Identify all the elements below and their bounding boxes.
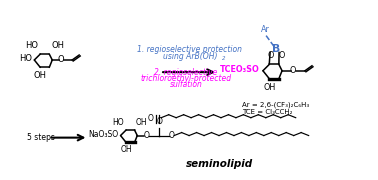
Text: OH: OH	[120, 145, 132, 154]
Text: O: O	[143, 131, 149, 140]
Text: seminolipid: seminolipid	[186, 159, 253, 169]
Text: trichloroethyl-protected: trichloroethyl-protected	[141, 74, 232, 83]
Text: sulfation: sulfation	[170, 80, 203, 89]
Text: HO: HO	[113, 118, 124, 127]
Text: TCEO₃SO: TCEO₃SO	[220, 65, 260, 74]
Text: using ArB(OH): using ArB(OH)	[163, 52, 217, 61]
Text: O: O	[147, 114, 153, 123]
Text: Ar = 2,6-(CF₃)₂C₆H₃: Ar = 2,6-(CF₃)₂C₆H₃	[242, 102, 309, 108]
Text: O: O	[290, 66, 296, 75]
Text: O: O	[267, 51, 274, 60]
Text: HO: HO	[19, 55, 33, 64]
Text: OH: OH	[34, 71, 47, 80]
Text: OH: OH	[135, 118, 147, 127]
Text: O: O	[168, 131, 174, 140]
Text: 2: 2	[222, 56, 225, 61]
Text: NaO₃SO: NaO₃SO	[88, 130, 119, 139]
Text: O: O	[279, 51, 285, 60]
Text: B: B	[272, 44, 280, 53]
Text: OH: OH	[263, 83, 276, 92]
Text: TCE = Cl₃CCH₂: TCE = Cl₃CCH₂	[242, 109, 292, 115]
Text: 2. regioselective: 2. regioselective	[154, 68, 218, 77]
Text: Ar: Ar	[261, 25, 270, 34]
Text: O: O	[58, 55, 65, 64]
Text: 5 steps: 5 steps	[26, 133, 54, 142]
Text: HO: HO	[25, 41, 38, 50]
Text: OH: OH	[51, 41, 64, 50]
Text: 1. regioselective protection: 1. regioselective protection	[138, 45, 243, 54]
Text: O: O	[156, 117, 162, 126]
